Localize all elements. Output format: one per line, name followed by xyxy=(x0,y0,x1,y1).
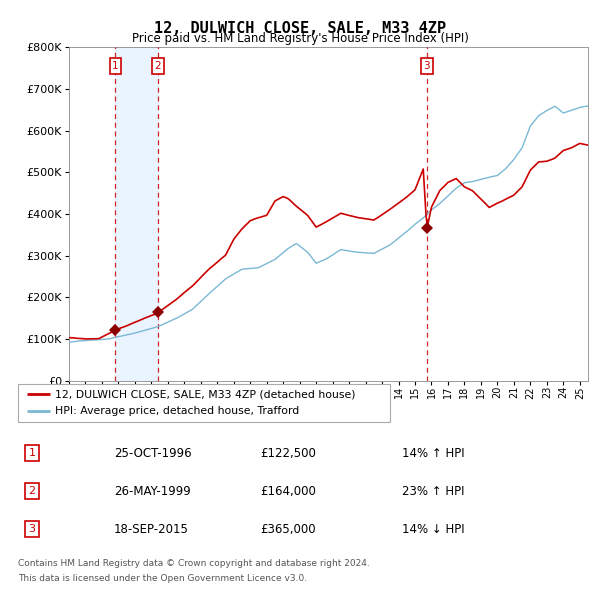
Text: 3: 3 xyxy=(29,525,35,534)
Text: HPI: Average price, detached house, Trafford: HPI: Average price, detached house, Traf… xyxy=(55,406,299,416)
Text: 18-SEP-2015: 18-SEP-2015 xyxy=(114,523,189,536)
Text: 1: 1 xyxy=(112,61,119,71)
Text: 2: 2 xyxy=(155,61,161,71)
Text: 23% ↑ HPI: 23% ↑ HPI xyxy=(401,484,464,498)
Text: 2: 2 xyxy=(29,486,35,496)
Text: £164,000: £164,000 xyxy=(260,484,316,498)
Text: This data is licensed under the Open Government Licence v3.0.: This data is licensed under the Open Gov… xyxy=(18,574,307,583)
Text: 12, DULWICH CLOSE, SALE, M33 4ZP: 12, DULWICH CLOSE, SALE, M33 4ZP xyxy=(154,21,446,35)
Text: 25-OCT-1996: 25-OCT-1996 xyxy=(114,447,191,460)
Text: £365,000: £365,000 xyxy=(260,523,316,536)
Text: Price paid vs. HM Land Registry's House Price Index (HPI): Price paid vs. HM Land Registry's House … xyxy=(131,32,469,45)
Text: £122,500: £122,500 xyxy=(260,447,316,460)
Text: 14% ↑ HPI: 14% ↑ HPI xyxy=(401,447,464,460)
Bar xyxy=(115,47,158,381)
Text: 14% ↓ HPI: 14% ↓ HPI xyxy=(401,523,464,536)
Text: Contains HM Land Registry data © Crown copyright and database right 2024.: Contains HM Land Registry data © Crown c… xyxy=(18,559,370,568)
Text: 12, DULWICH CLOSE, SALE, M33 4ZP (detached house): 12, DULWICH CLOSE, SALE, M33 4ZP (detach… xyxy=(55,389,356,399)
Text: 3: 3 xyxy=(424,61,430,71)
Text: 26-MAY-1999: 26-MAY-1999 xyxy=(114,484,191,498)
Text: 1: 1 xyxy=(29,448,35,458)
